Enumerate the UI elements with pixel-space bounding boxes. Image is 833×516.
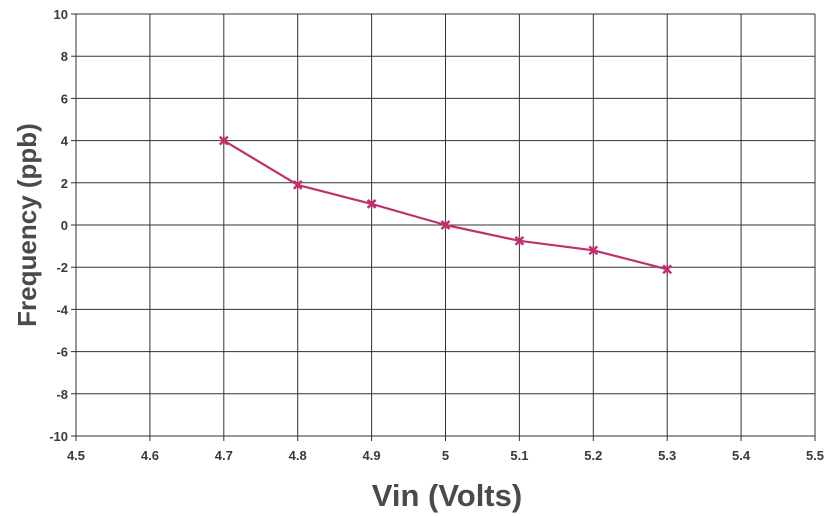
data-point-marker: [662, 264, 673, 275]
x-tick-label: 4.9: [363, 448, 381, 463]
x-tick-label: 5.1: [510, 448, 528, 463]
x-axis-ticks: 4.5 4.6 4.7 4.8 4.9 5 5.1 5.2 5.3 5.4 5.5: [67, 448, 824, 463]
data-point-marker: [440, 220, 451, 230]
x-tick-label: 4.5: [67, 448, 85, 463]
y-tick-label: 0: [61, 218, 68, 233]
y-axis-ticks: 10 8 6 4 2 0 -2 -4 -6 -8 -10: [49, 7, 69, 444]
y-tick-label: 2: [61, 176, 68, 191]
x-tick-label: 5.2: [584, 448, 602, 463]
y-tick-label: 6: [61, 91, 68, 106]
y-tick-label: -10: [49, 429, 68, 444]
x-tick-label: 4.6: [141, 448, 159, 463]
x-tick-label: 5.4: [732, 448, 751, 463]
x-tick-label: 5: [442, 448, 449, 463]
x-axis-title: Vin (Volts): [372, 478, 522, 513]
data-point-marker: [514, 235, 525, 246]
y-axis-title: Frequency (ppb): [12, 123, 42, 327]
data-point-marker: [366, 199, 377, 209]
x-tick-label: 5.5: [806, 448, 824, 463]
x-tick-label: 4.7: [215, 448, 233, 463]
y-tick-label: -6: [56, 345, 68, 360]
y-tick-label: -8: [56, 387, 68, 402]
grid: [71, 13, 816, 441]
series: [218, 135, 673, 275]
y-tick-label: 10: [54, 7, 68, 22]
x-tick-label: 5.3: [658, 448, 676, 463]
data-point-marker: [588, 245, 599, 256]
y-tick-label: -4: [56, 302, 68, 317]
data-point-marker: [292, 180, 303, 190]
y-tick-label: 4: [61, 134, 69, 149]
y-tick-label: 8: [61, 49, 68, 64]
y-tick-label: -2: [56, 260, 68, 275]
x-tick-label: 4.8: [289, 448, 307, 463]
data-point-marker: [218, 135, 229, 146]
